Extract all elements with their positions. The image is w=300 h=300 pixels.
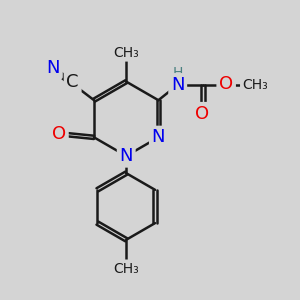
Text: N: N xyxy=(119,147,133,165)
Text: N: N xyxy=(171,76,184,94)
Text: H: H xyxy=(172,67,183,80)
Text: O: O xyxy=(219,75,233,93)
Text: N: N xyxy=(46,59,60,77)
Text: CH₃: CH₃ xyxy=(242,78,268,92)
Text: C: C xyxy=(66,74,79,92)
Text: O: O xyxy=(52,125,66,143)
Text: CH₃: CH₃ xyxy=(113,262,139,276)
Text: N: N xyxy=(152,128,165,146)
Text: O: O xyxy=(195,105,209,123)
Text: CH₃: CH₃ xyxy=(113,46,139,59)
